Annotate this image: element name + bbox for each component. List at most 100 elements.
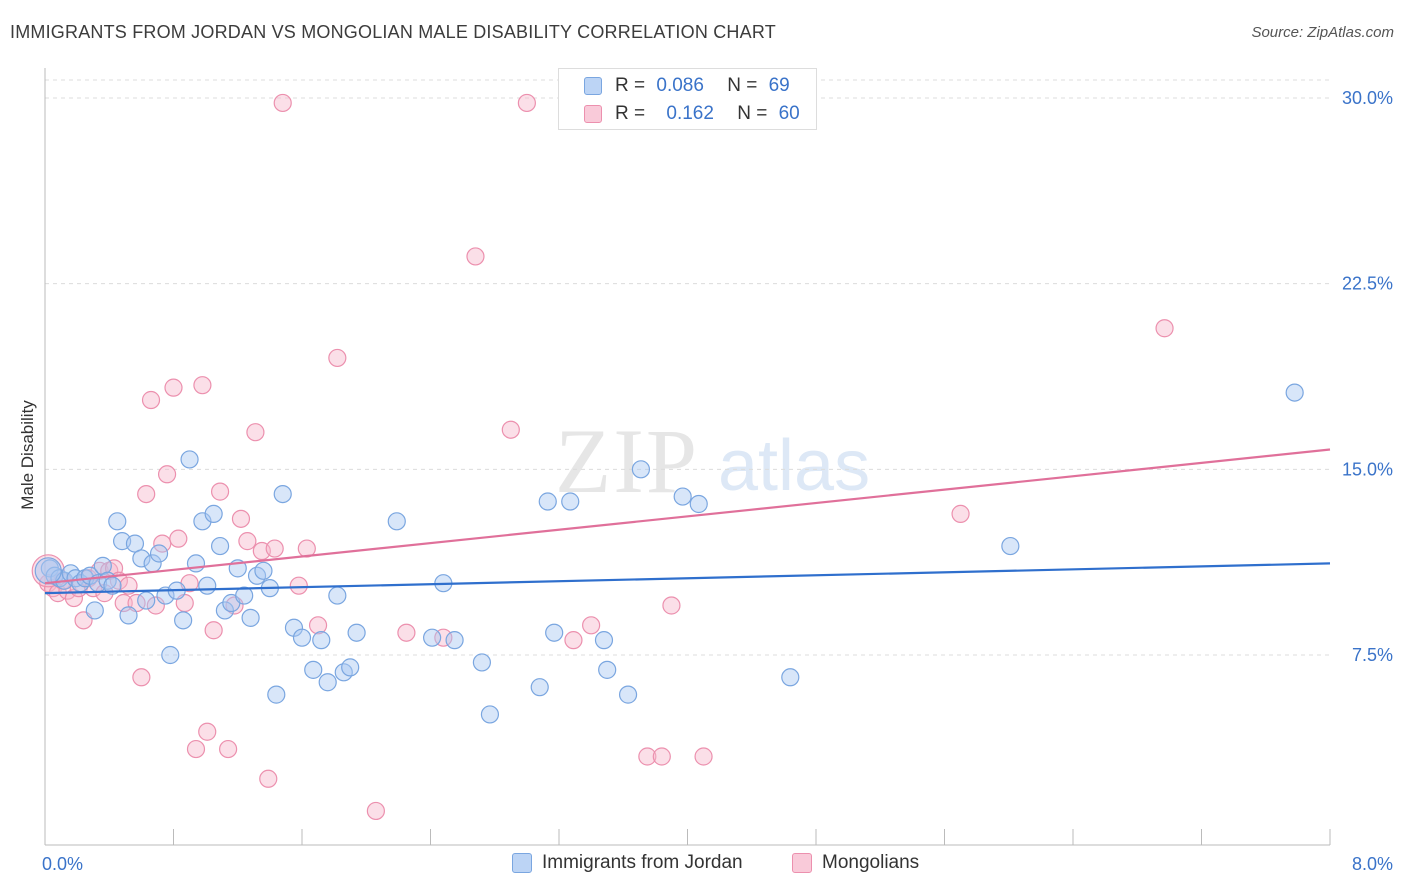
data-point-jordan <box>186 554 206 573</box>
data-point-mongolians <box>246 423 265 442</box>
r-label: R = <box>615 75 646 96</box>
data-point-mongolians <box>289 576 308 595</box>
data-point-jordan <box>273 484 292 504</box>
data-point-mongolians <box>466 247 485 266</box>
data-point-mongolians <box>169 529 188 548</box>
data-point-mongolians <box>694 747 713 766</box>
n-label: N = <box>727 75 758 96</box>
data-point-mongolians <box>219 739 238 759</box>
data-point-jordan <box>347 623 366 642</box>
data-point-jordan <box>215 601 234 620</box>
data-point-jordan <box>210 536 230 556</box>
data-point-jordan <box>149 544 169 563</box>
data-point-jordan <box>598 660 617 679</box>
x-tick-label: 8.0% <box>1352 854 1393 874</box>
data-point-mongolians <box>564 631 583 650</box>
data-point-mongolians <box>193 376 212 395</box>
data-point-jordan <box>689 494 708 514</box>
data-point-mongolians <box>517 93 536 113</box>
data-point-mongolians <box>137 484 156 504</box>
data-point-mongolians <box>638 747 657 766</box>
data-point-jordan <box>119 606 138 625</box>
data-point-mongolians <box>157 465 177 484</box>
y-tick-label: 7.5% <box>1352 645 1393 665</box>
data-point-mongolians <box>210 482 230 501</box>
data-point-mongolians <box>186 739 206 759</box>
tick-labels: 7.5% 15.0% 22.5% 30.0% 0.0% 8.0% <box>42 88 1393 874</box>
legend-label-jordan: Immigrants from Jordan <box>542 852 743 873</box>
watermark: ZIP atlas <box>555 410 870 512</box>
data-point-jordan <box>174 611 193 630</box>
data-point-jordan <box>132 549 151 568</box>
r-value-mongolians: 0.162 <box>666 103 714 124</box>
data-point-jordan <box>85 601 104 620</box>
correlation-legend: R = 0.086 N = 69 R = 0.162 N = 60 <box>558 68 817 130</box>
n-label: N = <box>737 103 768 124</box>
data-point-jordan <box>193 512 212 531</box>
data-point-mongolians <box>225 596 244 615</box>
legend-swatch-jordan <box>584 77 602 95</box>
data-point-jordan <box>328 586 347 605</box>
n-value-jordan: 69 <box>768 75 790 96</box>
data-point-mongolians <box>951 504 970 523</box>
data-point-jordan <box>198 576 217 595</box>
data-point-jordan <box>341 658 360 677</box>
data-point-jordan <box>235 586 254 605</box>
data-point-jordan <box>781 668 800 687</box>
data-point-mongolians <box>231 509 251 528</box>
legend-text-jordan: R = 0.086 N = 69 <box>615 75 790 97</box>
data-point-mongolians <box>146 596 165 615</box>
legend-swatch-mongolians <box>584 105 602 123</box>
y-tick-label: 30.0% <box>1342 88 1393 108</box>
data-point-mongolians <box>204 621 223 640</box>
data-point-mongolians <box>132 668 151 687</box>
data-point-jordan <box>530 678 549 697</box>
data-point-jordan <box>1001 536 1020 556</box>
data-point-mongolians <box>265 539 284 558</box>
r-label: R = <box>615 103 646 124</box>
data-point-mongolians <box>238 532 257 551</box>
data-point-mongolians <box>501 420 520 439</box>
data-point-jordan <box>423 628 442 647</box>
x-tick-label: 0.0% <box>42 854 83 874</box>
data-point-jordan <box>1285 383 1304 402</box>
legend-row-mongolians: R = 0.162 N = 60 <box>584 100 800 128</box>
y-tick-label: 15.0% <box>1342 459 1393 479</box>
legend-swatch-jordan <box>512 853 532 873</box>
data-point-mongolians <box>1155 319 1174 338</box>
data-point-jordan <box>561 492 580 511</box>
data-point-jordan <box>267 685 286 704</box>
data-point-jordan <box>480 705 500 724</box>
data-point-jordan <box>387 512 406 531</box>
data-point-jordan <box>241 608 260 627</box>
watermark-zip: ZIP <box>555 410 699 512</box>
data-point-mongolians <box>662 596 681 615</box>
data-point-jordan <box>631 460 651 479</box>
trend-line-mongolians <box>44 448 1331 585</box>
series-mongolians <box>31 93 1174 821</box>
series-jordan <box>34 383 1304 724</box>
data-point-mongolians <box>397 623 416 642</box>
data-point-jordan <box>161 645 180 665</box>
legend-item-mongolians[interactable]: Mongolians <box>792 852 919 874</box>
data-point-jordan <box>618 685 638 704</box>
y-tick-label: 22.5% <box>1342 274 1393 294</box>
data-point-mongolians <box>366 801 385 821</box>
trend-line-jordan <box>44 562 1331 595</box>
data-point-mongolians <box>582 616 601 635</box>
legend-item-jordan[interactable]: Immigrants from Jordan <box>512 852 743 874</box>
legend-label-mongolians: Mongolians <box>822 852 920 873</box>
data-point-jordan <box>254 561 273 580</box>
data-point-jordan <box>204 504 223 523</box>
legend-row-jordan: R = 0.086 N = 69 <box>584 72 790 100</box>
n-value-mongolians: 60 <box>778 103 800 124</box>
data-cluster-jordan <box>34 557 62 585</box>
data-point-jordan <box>673 487 692 506</box>
data-point-mongolians <box>273 93 292 113</box>
data-point-jordan <box>318 673 337 692</box>
series-legend: Immigrants from Jordan Mongolians <box>0 852 1406 878</box>
data-point-mongolians <box>652 747 671 766</box>
data-point-jordan <box>545 623 564 642</box>
data-point-jordan <box>312 631 331 650</box>
